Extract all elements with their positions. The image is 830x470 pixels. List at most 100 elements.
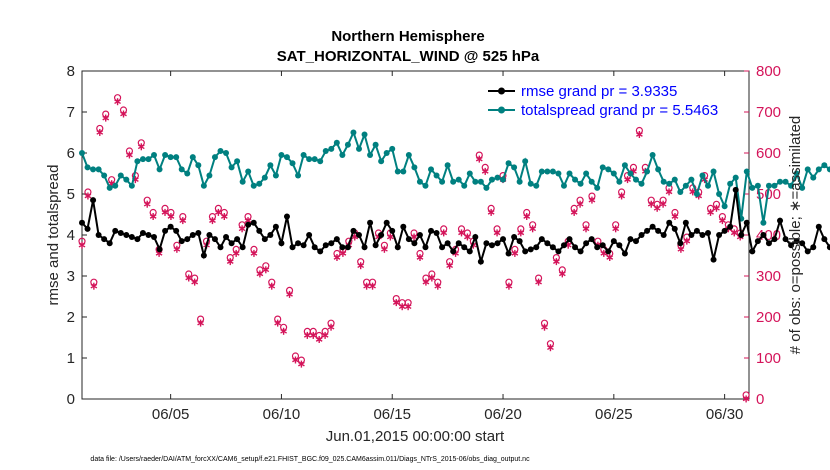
rmse-point bbox=[666, 219, 673, 226]
rmse-point bbox=[815, 223, 822, 230]
obs-assimilated-point bbox=[517, 229, 525, 237]
totalspread-point bbox=[394, 168, 401, 175]
y-right-tick-label: 300 bbox=[756, 268, 781, 285]
totalspread-point bbox=[677, 188, 684, 195]
totalspread-point bbox=[228, 164, 235, 171]
legend-spread-label: totalspread grand pr = 5.5463 bbox=[521, 102, 718, 119]
totalspread-point bbox=[616, 178, 623, 185]
rmse-point bbox=[577, 248, 584, 255]
obs-assimilated-point bbox=[197, 319, 204, 327]
rmse-point bbox=[472, 234, 479, 241]
rmse-point bbox=[90, 197, 97, 204]
totalspread-point bbox=[322, 147, 329, 154]
rmse-point bbox=[239, 244, 246, 251]
x-tick-label: 06/25 bbox=[595, 406, 633, 423]
totalspread-point bbox=[605, 166, 612, 173]
totalspread-point bbox=[555, 170, 562, 177]
x-tick-label: 06/20 bbox=[484, 406, 522, 423]
obs-assimilated-point bbox=[541, 323, 548, 331]
rmse-point bbox=[705, 229, 712, 236]
totalspread-point bbox=[627, 170, 634, 177]
totalspread-point bbox=[200, 182, 207, 189]
rmse-point bbox=[106, 240, 113, 247]
obs-assimilated-point bbox=[126, 151, 133, 159]
totalspread-point bbox=[660, 178, 667, 185]
obs-assimilated-point bbox=[339, 249, 347, 257]
totalspread-point bbox=[389, 145, 396, 152]
obs-assimilated-point bbox=[647, 200, 655, 208]
rmse-point bbox=[716, 232, 723, 238]
rmse-point bbox=[826, 244, 830, 251]
rmse-point bbox=[610, 238, 617, 245]
totalspread-point bbox=[821, 162, 828, 169]
rmse-point bbox=[211, 236, 218, 243]
obs-assimilated-point bbox=[707, 208, 714, 216]
rmse-point bbox=[184, 236, 191, 243]
rmse-point bbox=[283, 213, 290, 220]
totalspread-point bbox=[455, 176, 462, 183]
rmse-point bbox=[644, 227, 651, 234]
totalspread-point bbox=[355, 145, 362, 152]
rmse-point bbox=[311, 244, 318, 251]
obs-assimilated-point bbox=[179, 217, 187, 225]
totalspread-point bbox=[184, 170, 191, 177]
totalspread-point bbox=[727, 180, 734, 187]
obs-assimilated-point bbox=[120, 110, 127, 118]
totalspread-series bbox=[79, 129, 830, 226]
obs-assimilated-point bbox=[523, 213, 531, 220]
obs-assimilated-point bbox=[209, 217, 216, 225]
rmse-point bbox=[328, 240, 335, 247]
obs-assimilated-point bbox=[742, 395, 750, 403]
rmse-point bbox=[333, 236, 340, 243]
totalspread-point bbox=[782, 178, 789, 185]
totalspread-point bbox=[671, 176, 678, 183]
rmse-point bbox=[699, 232, 706, 238]
rmse-point bbox=[416, 232, 423, 238]
obs-assimilated-point bbox=[505, 282, 513, 290]
obs-assimilated-point bbox=[576, 200, 584, 208]
obs-assimilated-point bbox=[416, 254, 424, 261]
obs-assimilated-point bbox=[683, 237, 691, 245]
totalspread-point bbox=[577, 180, 584, 187]
x-axis-label: Jun.01,2015 00:00:00 start bbox=[326, 428, 505, 445]
rmse-point bbox=[361, 244, 368, 251]
rmse-point bbox=[594, 244, 601, 251]
obs-assimilated-point bbox=[547, 344, 554, 352]
rmse-point bbox=[555, 248, 562, 255]
y-left-tick-label: 8 bbox=[67, 63, 75, 80]
obs-assimilated-point bbox=[256, 270, 264, 278]
obs-assimilated-point bbox=[636, 131, 643, 138]
totalspread-point bbox=[84, 164, 91, 171]
y-left-tick-label: 7 bbox=[67, 104, 75, 121]
totalspread-point bbox=[771, 182, 778, 189]
obs-assimilated-point bbox=[161, 208, 169, 216]
obs-assimilated-point bbox=[173, 245, 181, 253]
rmse-point bbox=[295, 240, 302, 247]
totalspread-point bbox=[261, 174, 268, 181]
obs-assimilated-point bbox=[268, 282, 276, 290]
rmse-point bbox=[394, 244, 401, 251]
totalspread-point bbox=[505, 160, 512, 167]
obs-assimilated-point bbox=[464, 233, 471, 241]
obs-assimilated-point bbox=[280, 327, 287, 335]
rmse-point bbox=[511, 234, 518, 241]
totalspread-point bbox=[494, 174, 501, 181]
obs-assimilated-point bbox=[422, 278, 430, 286]
rmse-point bbox=[134, 236, 141, 243]
obs-assimilated-point bbox=[529, 225, 537, 233]
rmse-point bbox=[250, 219, 257, 226]
obs-assimilated-point bbox=[114, 98, 121, 106]
y-left-tick-label: 6 bbox=[67, 145, 75, 162]
totalspread-point bbox=[760, 219, 767, 226]
totalspread-point bbox=[283, 154, 290, 161]
totalspread-point bbox=[433, 172, 440, 179]
obs-assimilated-point bbox=[719, 217, 726, 225]
rmse-point bbox=[355, 232, 362, 238]
chart-title: Northern Hemisphere bbox=[331, 28, 484, 45]
obs-assimilated-point bbox=[440, 229, 448, 237]
rmse-point bbox=[566, 236, 573, 243]
obs-assimilated-point bbox=[262, 266, 270, 274]
obs-assimilated-point bbox=[298, 360, 305, 368]
obs-assimilated-point bbox=[238, 225, 246, 233]
obs-assimilated-point bbox=[665, 188, 673, 196]
